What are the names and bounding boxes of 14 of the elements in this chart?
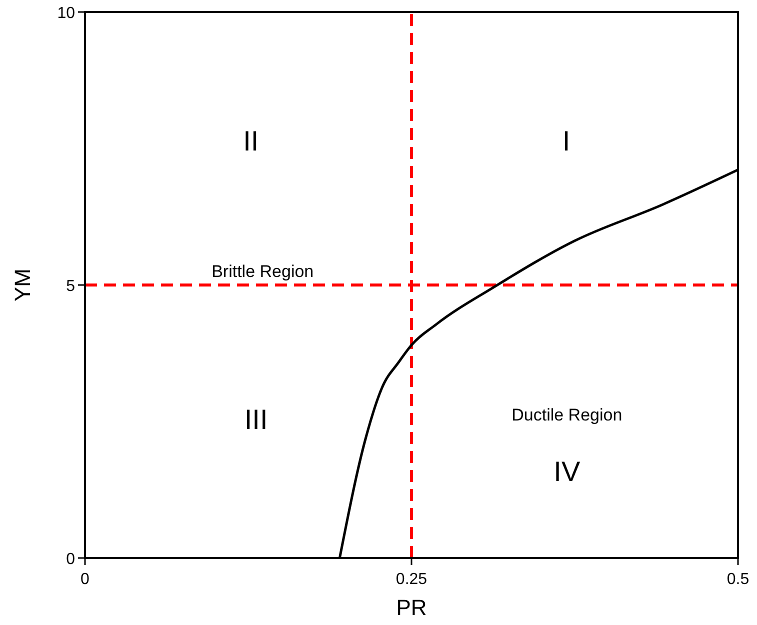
annotation: IV: [554, 456, 580, 487]
annotation: III: [244, 404, 268, 435]
y-tick-label: 0: [66, 551, 76, 568]
x-tick-label: 0: [80, 571, 90, 588]
y-tick-label: 10: [57, 5, 76, 22]
annotation: Brittle Region: [212, 262, 314, 281]
y-tick-label: 5: [66, 278, 76, 295]
annotation: Ductile Region: [512, 406, 622, 425]
annotation: I: [562, 125, 570, 156]
x-tick-label: 0.25: [396, 571, 428, 588]
annotation: II: [243, 125, 259, 156]
y-axis-title: YM: [10, 268, 35, 302]
x-tick-label: 0.5: [726, 571, 750, 588]
x-axis-title: PR: [396, 595, 427, 620]
